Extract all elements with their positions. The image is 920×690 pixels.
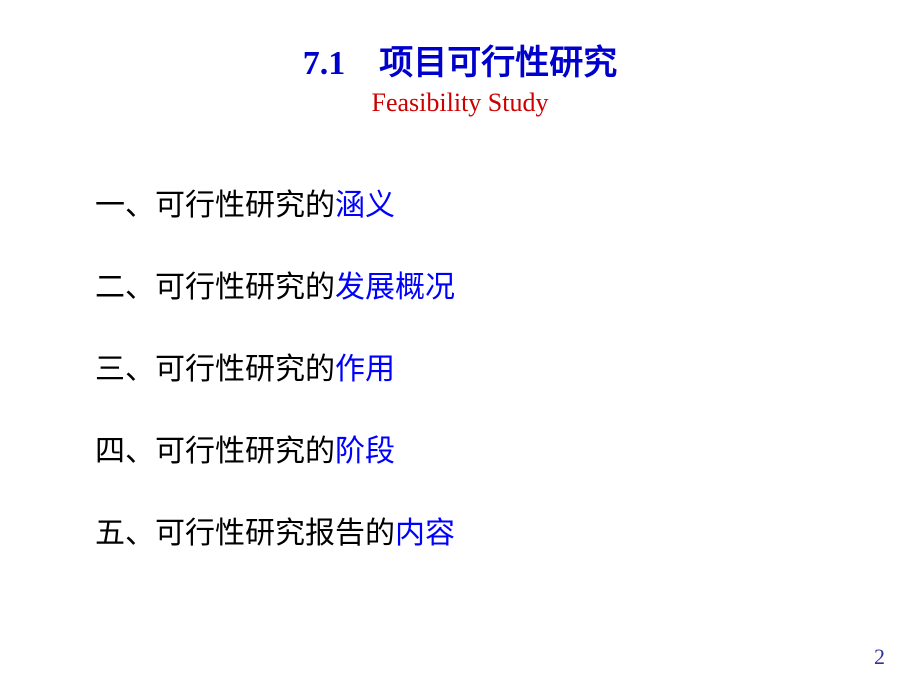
list-item: 四、可行性研究的阶段 (95, 426, 920, 470)
item-highlight: 作用 (335, 353, 395, 386)
title-text: 项目可行性研究 (379, 45, 617, 82)
list-item: 三、可行性研究的作用 (95, 344, 920, 388)
item-highlight: 发展概况 (335, 271, 455, 304)
content-list: 一、可行性研究的涵义 二、可行性研究的发展概况 三、可行性研究的作用 四、可行性… (95, 180, 920, 552)
list-item: 一、可行性研究的涵义 (95, 180, 920, 224)
list-item: 二、可行性研究的发展概况 (95, 262, 920, 306)
item-prefix: 三、可行性研究的 (95, 353, 335, 386)
item-highlight: 内容 (395, 517, 455, 550)
title-section: 7.1 项目可行性研究 Feasibility Study (0, 0, 920, 118)
item-prefix: 四、可行性研究的 (95, 435, 335, 468)
main-title: 7.1 项目可行性研究 (0, 35, 920, 84)
list-item: 五、可行性研究报告的内容 (95, 508, 920, 552)
item-highlight: 涵义 (335, 189, 395, 222)
item-prefix: 二、可行性研究的 (95, 271, 335, 304)
item-prefix: 一、可行性研究的 (95, 189, 335, 222)
page-number: 2 (874, 644, 885, 670)
item-highlight: 阶段 (335, 435, 395, 468)
item-prefix: 五、可行性研究报告的 (95, 517, 395, 550)
subtitle: Feasibility Study (0, 88, 920, 118)
title-number: 7.1 (303, 45, 346, 82)
